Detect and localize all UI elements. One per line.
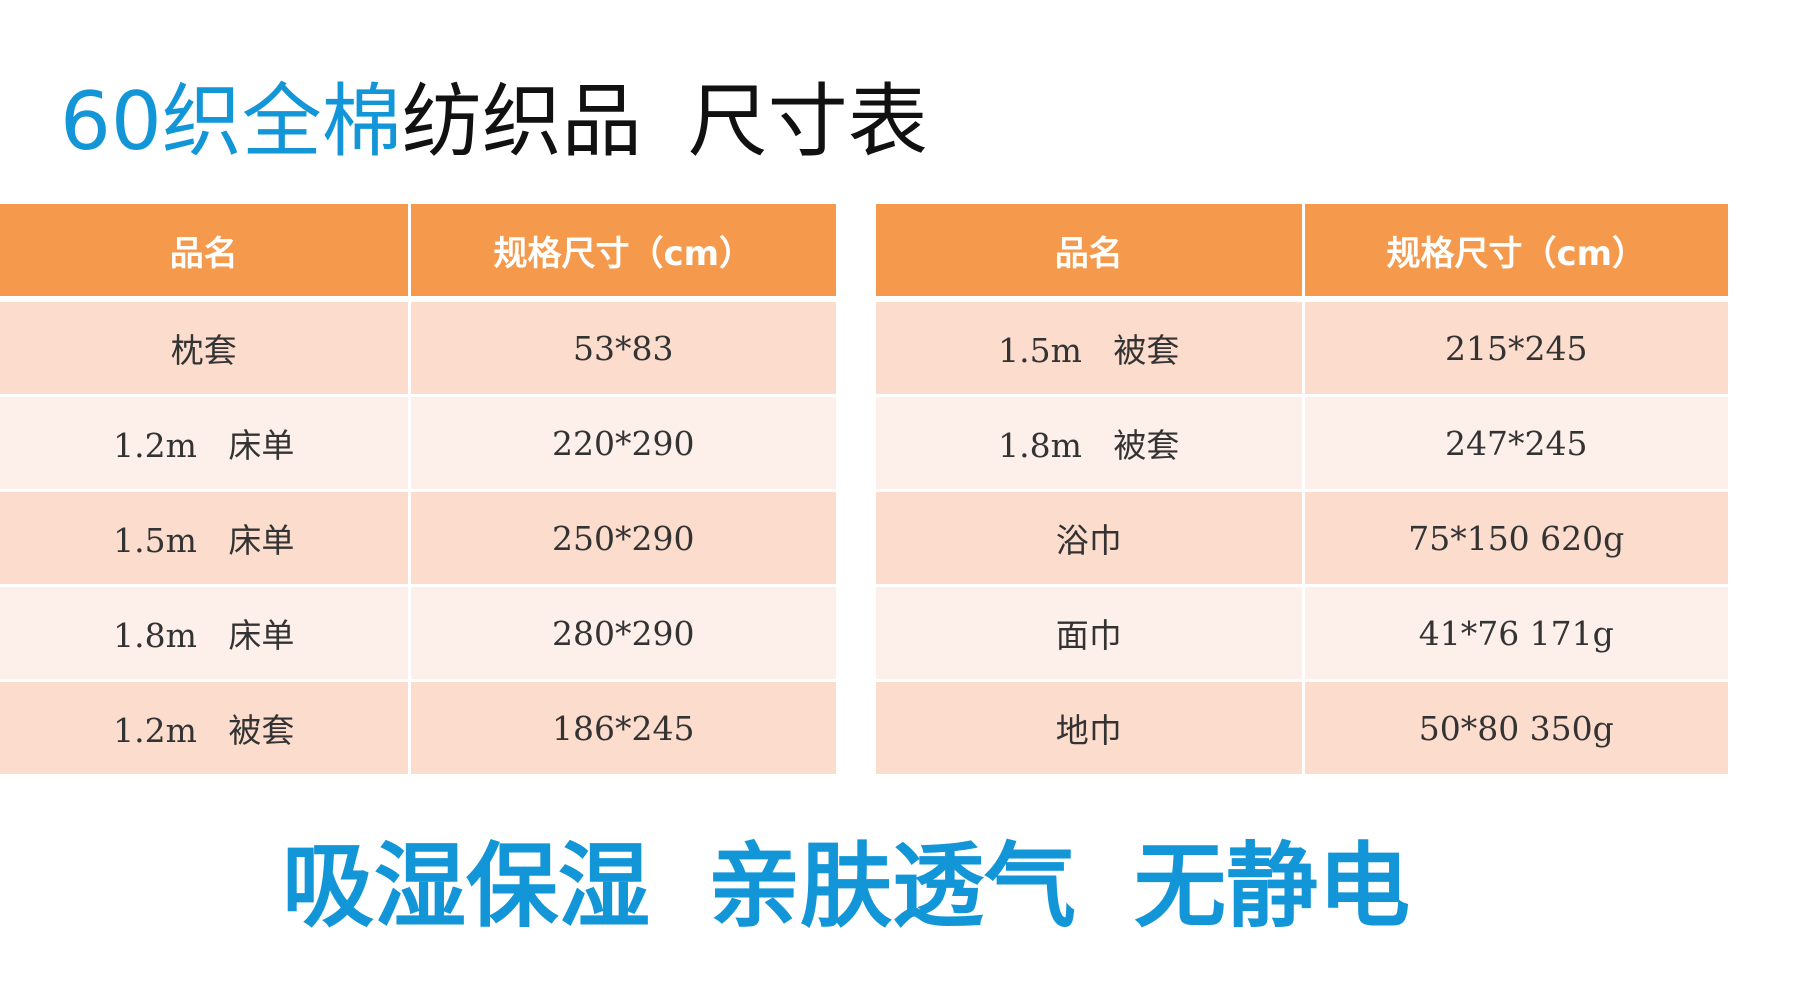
cell-item-name: 1.5m 床单 [0, 490, 411, 587]
table-row: 1.2m 被套 186*245 [0, 680, 836, 777]
column-header-name: 品名 [876, 204, 1305, 302]
table-row: 1.8m 被套 247*245 [876, 395, 1728, 492]
cell-item-size: 250*290 [407, 490, 836, 587]
cell-item-name: 地巾 [876, 680, 1305, 777]
feature-slogan: 吸湿保湿 亲肤透气 无静电 [282, 832, 1410, 942]
table-row: 1.2m 床单 220*290 [0, 395, 836, 492]
table-row: 地巾 50*80 350g [876, 680, 1728, 777]
cell-item-name: 1.2m 床单 [0, 395, 411, 492]
column-header-size: 规格尺寸（cm） [407, 204, 836, 302]
table-row: 面巾 41*76 171g [876, 585, 1728, 682]
slogan-breathable: 亲肤透气 [708, 833, 1077, 940]
table-header-row: 品名 规格尺寸（cm） [0, 204, 836, 302]
cell-item-name: 1.5m 被套 [876, 299, 1305, 397]
cell-item-size: 280*290 [407, 585, 836, 682]
size-table-left: 品名 规格尺寸（cm） 枕套 53*83 1.2m 床单 220*290 1.5… [0, 204, 836, 777]
size-table-right: 品名 规格尺寸（cm） 1.5m 被套 215*245 1.8m 被套 247*… [876, 204, 1728, 777]
cell-item-size: 50*80 350g [1301, 680, 1728, 777]
column-header-name: 品名 [0, 204, 411, 302]
cell-item-size: 220*290 [407, 395, 836, 492]
title-rest: 纺织品 [401, 75, 642, 168]
cell-item-name: 枕套 [0, 299, 411, 397]
cell-item-size: 186*245 [407, 680, 836, 777]
table-row: 1.8m 床单 280*290 [0, 585, 836, 682]
cell-item-name: 浴巾 [876, 490, 1305, 587]
cell-item-size: 247*245 [1301, 395, 1728, 492]
cell-item-name: 面巾 [876, 585, 1305, 682]
cell-item-size: 75*150 620g [1301, 490, 1728, 587]
table-row: 枕套 53*83 [0, 299, 836, 397]
cell-item-name: 1.2m 被套 [0, 680, 411, 777]
table-row: 1.5m 被套 215*245 [876, 299, 1728, 397]
title-highlight: 60织全棉 [60, 75, 402, 168]
cell-item-size: 215*245 [1301, 299, 1728, 397]
table-row: 浴巾 75*150 620g [876, 490, 1728, 587]
cell-item-name: 1.8m 被套 [876, 395, 1305, 492]
column-header-size: 规格尺寸（cm） [1301, 204, 1728, 302]
title-suffix: 尺寸表 [687, 75, 928, 168]
table-row: 1.5m 床单 250*290 [0, 490, 836, 587]
cell-item-size: 41*76 171g [1301, 585, 1728, 682]
table-header-row: 品名 规格尺寸（cm） [876, 204, 1728, 302]
slogan-antistatic: 无静电 [1134, 833, 1411, 940]
slogan-moisture: 吸湿保湿 [282, 833, 651, 940]
cell-item-name: 1.8m 床单 [0, 585, 411, 682]
page-title: 60织全棉纺织品 尺寸表 [60, 72, 928, 172]
cell-item-size: 53*83 [407, 299, 836, 397]
